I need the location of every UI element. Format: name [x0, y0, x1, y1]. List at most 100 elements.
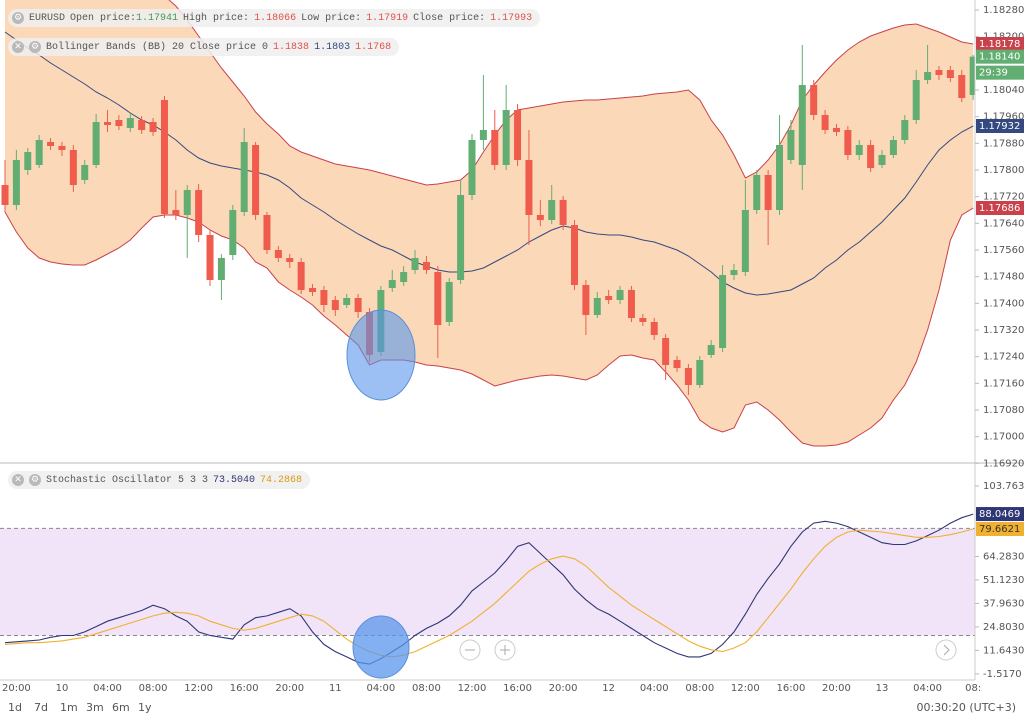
y-tick-label: 64.2830 [983, 551, 1024, 562]
candle-body [707, 345, 715, 355]
candle-body [684, 368, 692, 385]
candle-body [901, 120, 909, 140]
x-tick-label: 11 [329, 683, 342, 694]
candle-body [309, 288, 317, 292]
candle-body [855, 145, 863, 155]
candle-body [457, 195, 465, 280]
candle-body [536, 215, 544, 220]
range-button[interactable]: 1m [60, 701, 78, 714]
candle-body [69, 150, 77, 185]
candle-body [422, 262, 430, 270]
candle-body [126, 118, 134, 128]
y-tick-label: 1.17320 [983, 325, 1024, 336]
candle-body [240, 142, 248, 212]
range-button[interactable]: 1y [138, 701, 152, 714]
candle-body [81, 165, 89, 180]
x-tick-label: 10 [56, 683, 69, 694]
legend-value: 1.1768 [355, 41, 392, 53]
candle-body [297, 262, 305, 290]
candle-body [47, 142, 55, 146]
candle-body [92, 122, 100, 165]
settings-icon[interactable]: ⚙ [29, 41, 41, 53]
range-button[interactable]: 7d [34, 701, 48, 714]
price-legend: ⚙ EURUSD Open price: 1.17941 High price: 1… [8, 9, 541, 27]
candle-body [400, 272, 408, 282]
candle-body [912, 80, 920, 120]
value-tag [976, 507, 1024, 522]
range-button[interactable]: 1d [8, 701, 22, 714]
candle-body [138, 120, 146, 130]
remove-icon[interactable]: ✕ [12, 474, 24, 486]
candle-body [252, 145, 260, 215]
candle-body [263, 215, 271, 250]
y-tick-label: 1.18280 [983, 5, 1024, 16]
candle-body [639, 318, 647, 322]
y-tick-label: 1.17480 [983, 272, 1024, 283]
candle-body [605, 296, 613, 300]
x-tick-label: 08:00 [685, 683, 714, 694]
candle-body [502, 110, 510, 165]
legend-value: 1.1803 [314, 41, 351, 53]
candle-body [627, 290, 635, 318]
x-tick-label: 08: [965, 683, 981, 694]
price-pane [1, 0, 975, 447]
candle-body [844, 130, 852, 155]
candle-body [354, 298, 362, 312]
candle-body [867, 145, 875, 168]
candle-body [958, 75, 966, 98]
oscillator-legend: ✕ ⚙ Stochastic Oscillator 5 3 3 73.5040 … [8, 471, 311, 489]
candle-body [274, 250, 282, 258]
x-tick-label: 04:00 [640, 683, 669, 694]
candle-body [935, 70, 943, 75]
y-tick-label: 1.17080 [983, 405, 1024, 416]
y-tick-label: 1.17000 [983, 432, 1024, 443]
value-tag-label: 79.6621 [979, 524, 1020, 535]
candle-body [548, 200, 556, 220]
band-line [4, 207, 974, 447]
candle-body [753, 175, 761, 210]
range-button[interactable]: 3m [86, 701, 104, 714]
bottom-toolbar: 00:30:20 (UTC+3) 1d 7d 1m 3m 6m 1y [0, 698, 1024, 717]
candle-body [889, 140, 897, 155]
x-tick-label: 20:00 [2, 683, 31, 694]
candle-body [320, 290, 328, 305]
settings-icon[interactable]: ⚙ [12, 12, 24, 24]
legend-value: 73.5040 [213, 474, 256, 486]
candle-body [468, 140, 476, 195]
x-tick-label: 13 [876, 683, 889, 694]
scroll-right-button[interactable] [935, 639, 957, 661]
candle-body [696, 360, 704, 385]
value-tag-label: 1.18178 [979, 39, 1020, 50]
x-tick-label: 12:00 [458, 683, 487, 694]
y-tick-label: 37.9630 [983, 598, 1024, 609]
candle-body [479, 130, 487, 140]
legend-label: Low price: [301, 12, 362, 24]
legend-label: Close price: [413, 12, 486, 24]
candle-body [195, 190, 203, 235]
candle-body [24, 152, 32, 170]
range-button[interactable]: 6m [112, 701, 130, 714]
settings-icon[interactable]: ⚙ [29, 474, 41, 486]
candle-body [821, 115, 829, 130]
y-tick-label: 1.17560 [983, 245, 1024, 256]
indicator-name: Stochastic Oscillator 5 3 3 [46, 474, 209, 486]
candle-body [662, 338, 670, 365]
value-tag [976, 119, 1024, 133]
candle-body [58, 146, 66, 150]
x-tick-label: 04:00 [913, 683, 942, 694]
candle-body [673, 360, 681, 368]
candle-body [331, 300, 339, 310]
candle-body [491, 130, 499, 165]
candle-body [924, 72, 932, 80]
legend-value: 1.1838 [273, 41, 310, 53]
indicator-name: Bollinger Bands (BB) 20 Close price 0 [46, 41, 269, 53]
value-tag-label: 29:39 [979, 68, 1008, 79]
remove-icon[interactable]: ✕ [12, 41, 24, 53]
y-tick-label: 1.17160 [983, 378, 1024, 389]
legend-label: High price: [183, 12, 250, 24]
legend-value: 1.17941 [136, 12, 179, 24]
candle-body [35, 140, 43, 165]
value-tag [976, 65, 1024, 80]
value-tag [976, 37, 1024, 51]
